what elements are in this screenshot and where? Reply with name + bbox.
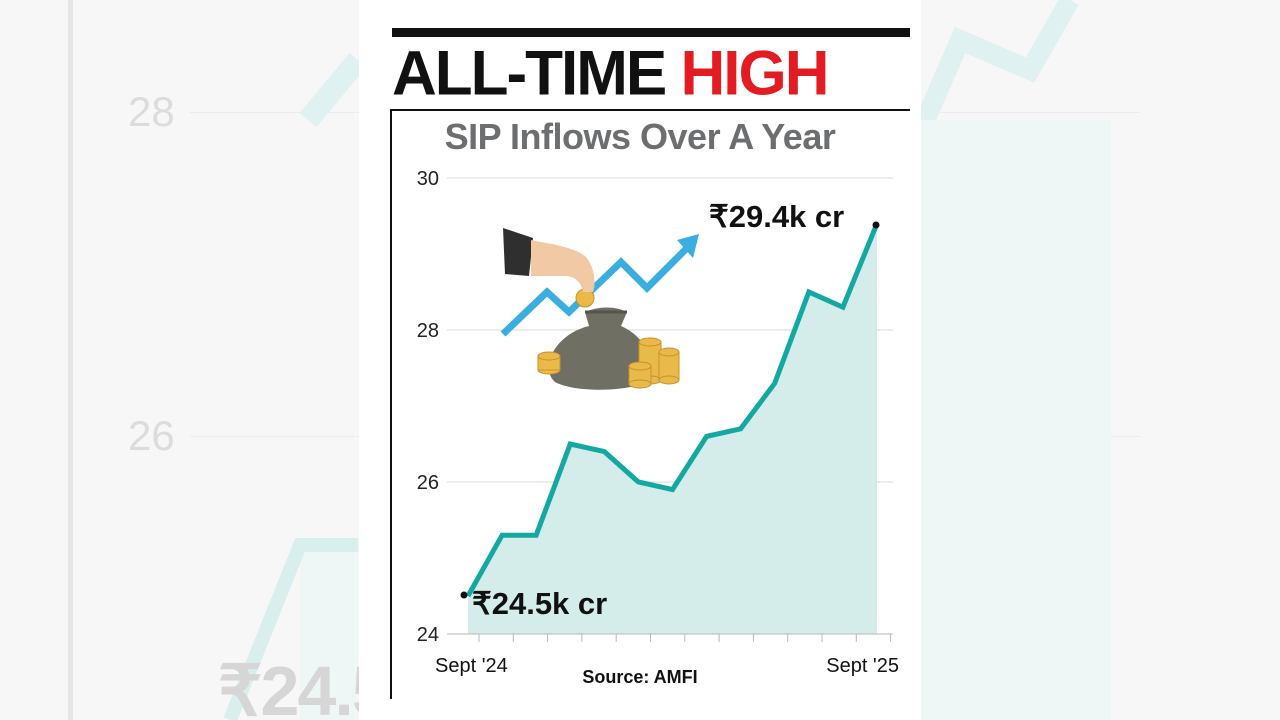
source-note: Source: AMFI	[582, 667, 698, 687]
series-line	[465, 222, 880, 598]
series-area	[468, 223, 877, 634]
background-tick-label: 26	[128, 412, 175, 459]
y-tick-label: 30	[417, 168, 439, 190]
background-tick-label: 28	[128, 88, 175, 135]
annotation-label: ₹29.4k cr	[709, 199, 844, 234]
headline: ALL-TIME HIGH	[392, 38, 830, 109]
x-tick-label: Sept '24	[435, 655, 508, 677]
y-tick-label: 28	[417, 320, 439, 342]
y-tick-label: 26	[417, 472, 439, 494]
background-frame-edge	[68, 0, 73, 720]
line-chart: 24 26 28 30 ₹24.5k cr ₹29.4k cr Sept '24 Sept '…	[417, 168, 899, 677]
top-rule	[392, 28, 910, 37]
chart-frame	[390, 109, 910, 699]
hand-dropping-coin-into-money-bag-icon	[500, 228, 699, 390]
headline-red: HIGH	[680, 38, 830, 109]
chart-title: SIP Inflows Over A Year	[444, 116, 836, 157]
annotation-label: ₹24.5k cr	[472, 586, 607, 621]
headline-black: ALL-TIME	[392, 38, 681, 109]
annotation-dot	[872, 221, 880, 229]
annotation-dot	[460, 591, 468, 599]
x-tick-label: Sept '25	[826, 655, 899, 677]
infographic-card: ALL-TIME HIGH SIP Inflows Over A Year	[359, 0, 921, 720]
y-tick-label: 24	[417, 624, 439, 646]
